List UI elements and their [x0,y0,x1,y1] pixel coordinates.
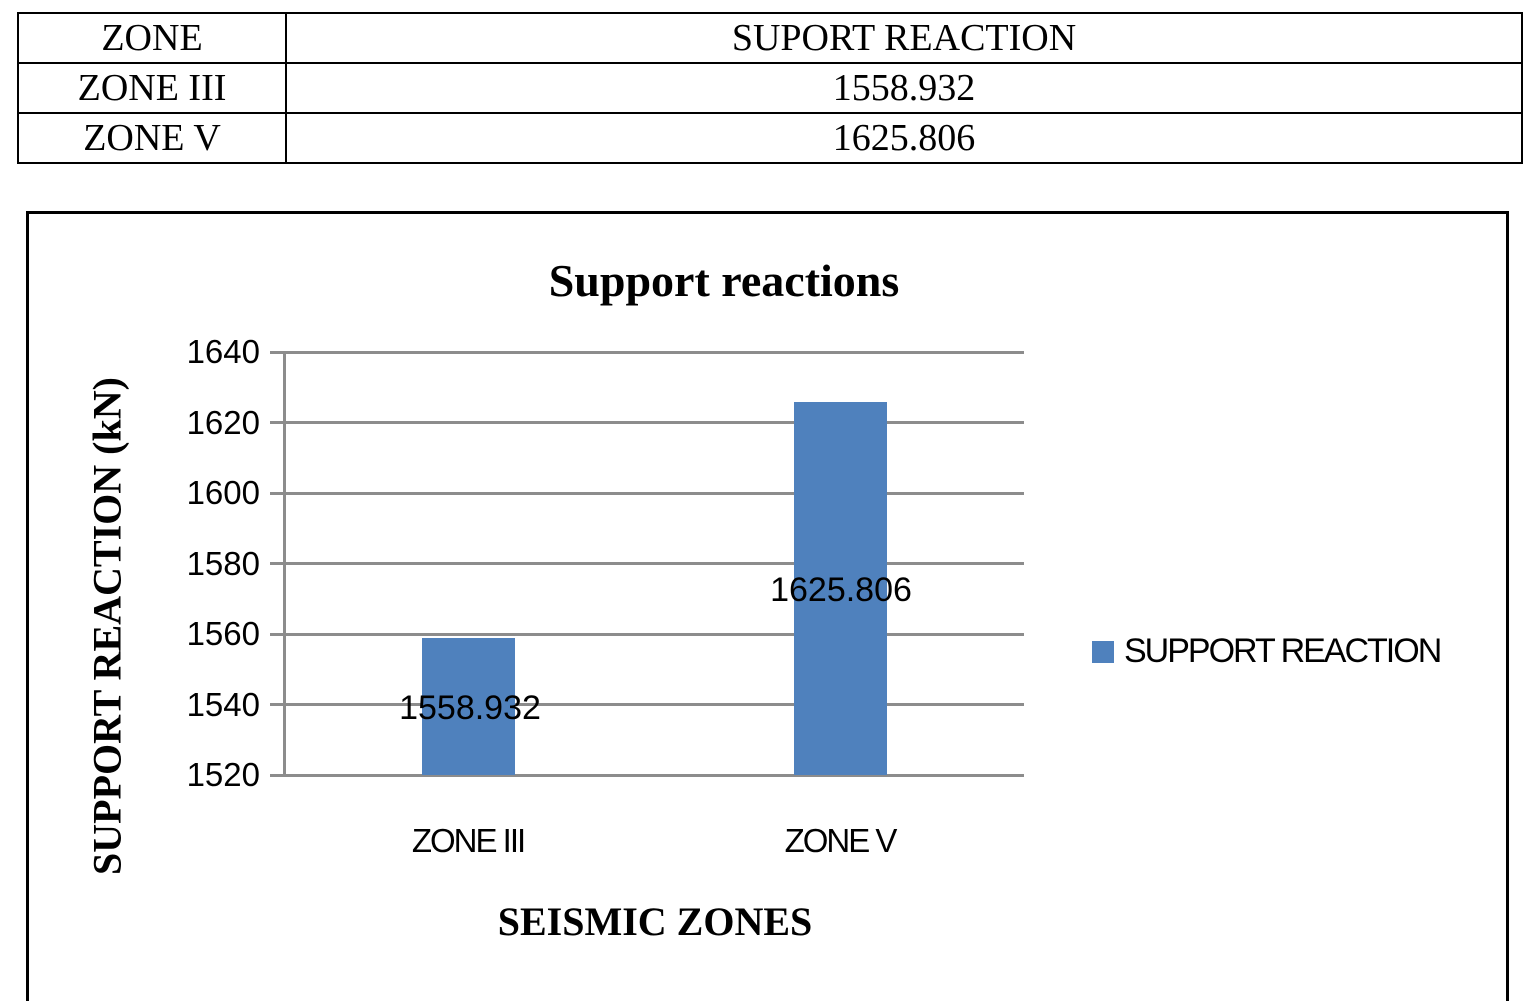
y-tick-label: 1520 [186,756,260,793]
legend-label: SUPPORT REACTION [1124,632,1442,670]
gridline [270,492,1024,495]
y-axis-title: SUPPORT REACTION (kN) [84,377,130,875]
bar-zone-iii [422,638,515,775]
cell-value: 1625.806 [285,112,1523,164]
bar-zone-v [794,402,887,775]
data-label-zone-v: 1625.806 [770,571,912,609]
gridline [270,633,1024,636]
header-zone: ZONE [17,12,287,64]
support-reaction-table: ZONE SUPORT REACTION ZONE III 1558.932 Z… [17,12,1523,164]
gridline [270,703,1024,706]
gridline [270,562,1024,565]
x-axis-title: SEISMIC ZONES [497,899,813,944]
legend: SUPPORT REACTION [1092,632,1442,671]
y-tick-label: 1580 [186,545,260,582]
table-row: ZONE V 1625.806 [17,112,1523,164]
x-tick-label: ZONE III [411,822,526,859]
gridline [270,421,1024,424]
y-axis-line [283,352,286,777]
cell-zone: ZONE III [17,62,287,114]
chart-frame [26,211,1509,1001]
y-tick-label: 1540 [186,686,260,723]
x-tick-label: ZONE V [784,822,898,859]
y-tick-label: 1620 [186,404,260,441]
x-axis-line [270,774,1024,777]
legend-swatch-icon [1092,640,1114,663]
gridline [270,351,1024,354]
chart-title: Support reactions [548,255,900,306]
y-tick-label: 1640 [186,333,260,370]
plot-area [270,351,1024,777]
header-support-reaction: SUPORT REACTION [285,12,1523,64]
cell-value: 1558.932 [285,62,1523,114]
data-label-zone-iii: 1558.932 [399,689,541,727]
y-tick-label: 1560 [186,615,260,652]
y-tick-label: 1600 [186,474,260,511]
table-row: ZONE III 1558.932 [17,62,1523,114]
table-header-row: ZONE SUPORT REACTION [17,12,1523,64]
cell-zone: ZONE V [17,112,287,164]
